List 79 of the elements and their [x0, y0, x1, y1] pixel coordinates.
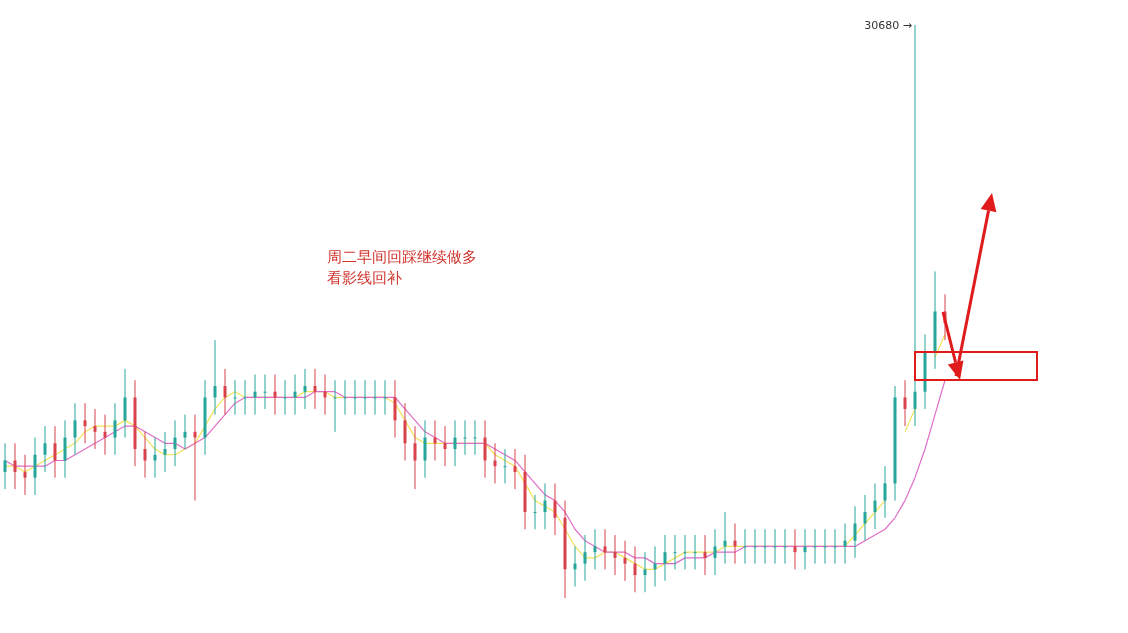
- candlestick: [123, 368, 127, 439]
- candlestick: [403, 402, 407, 461]
- candlestick: [413, 425, 417, 490]
- candlestick: [363, 379, 367, 416]
- candlestick: [593, 528, 597, 570]
- candlestick: [73, 402, 77, 456]
- candlestick: [383, 379, 387, 416]
- candlestick: [33, 437, 37, 496]
- candlestick: [683, 534, 687, 570]
- candlestick: [883, 465, 887, 519]
- candlestick: [423, 419, 427, 479]
- candlestick: [543, 482, 547, 530]
- candlestick: [353, 379, 357, 416]
- candlestick: [243, 379, 247, 416]
- candlestick: [603, 528, 607, 570]
- candlestick: [703, 534, 707, 576]
- candlestick: [863, 494, 867, 542]
- candlestick: [473, 419, 477, 456]
- candlestick: [483, 419, 487, 479]
- candlestick: [263, 374, 267, 410]
- candlestick: [163, 431, 167, 473]
- annotation: 30680 →: [864, 19, 912, 32]
- candlestick: [813, 528, 817, 565]
- candlestick: [233, 379, 237, 416]
- candlestick: [513, 448, 517, 490]
- candlestick: [713, 528, 717, 576]
- candlestick: [493, 442, 497, 484]
- annotation: 周二早间回踩继续做多: [327, 248, 477, 266]
- candlestick: [913, 24, 917, 427]
- candlestick: [633, 545, 637, 593]
- candlestick: [853, 505, 857, 559]
- candlestick: [763, 528, 767, 565]
- candlestick: [623, 540, 627, 582]
- annotation: 看影线回补: [327, 269, 402, 287]
- candlestick: [343, 379, 347, 416]
- candlestick: [873, 482, 877, 530]
- candlestick: [793, 528, 797, 570]
- candlestick: [93, 408, 97, 450]
- candlestick: [373, 379, 377, 416]
- candlestick: [143, 431, 147, 479]
- candlestick: [443, 425, 447, 467]
- candlestick: [283, 379, 287, 416]
- candlestick: [303, 368, 307, 410]
- candlestick: [773, 528, 777, 565]
- candlestick: [83, 402, 87, 444]
- candlestick: [643, 551, 647, 593]
- candlestick: [183, 414, 187, 450]
- candlestick: [103, 414, 107, 456]
- candlestick: [113, 402, 117, 456]
- candlestick: [393, 379, 397, 439]
- candlestick: [63, 419, 67, 479]
- candlestick: [533, 494, 537, 530]
- candlestick: [313, 368, 317, 410]
- candlestick: [503, 448, 507, 484]
- candlestick: [833, 528, 837, 565]
- candlestick: [333, 379, 337, 433]
- candlestick: [803, 528, 807, 570]
- candlestick: [3, 442, 7, 490]
- candlestick: [823, 528, 827, 565]
- candlestick: [613, 534, 617, 576]
- candlestick: [743, 528, 747, 565]
- candlestick: [193, 414, 197, 502]
- candlestick: [453, 419, 457, 467]
- candlestick: [53, 425, 57, 479]
- candlestick: [223, 368, 227, 416]
- candlestick: [213, 339, 217, 416]
- candlestick: [173, 419, 177, 467]
- candlestick: [903, 379, 907, 427]
- candlestick: [583, 534, 587, 582]
- candlestick: [553, 482, 557, 536]
- candlestick: [753, 528, 757, 565]
- candlestick: [43, 425, 47, 473]
- candlestick: [13, 442, 17, 490]
- candlestick: [463, 419, 467, 456]
- candlestick: [783, 528, 787, 565]
- candlestick: [693, 534, 697, 570]
- candlestick: [673, 534, 677, 570]
- candlestick: [663, 534, 667, 582]
- candlestick: [23, 454, 27, 496]
